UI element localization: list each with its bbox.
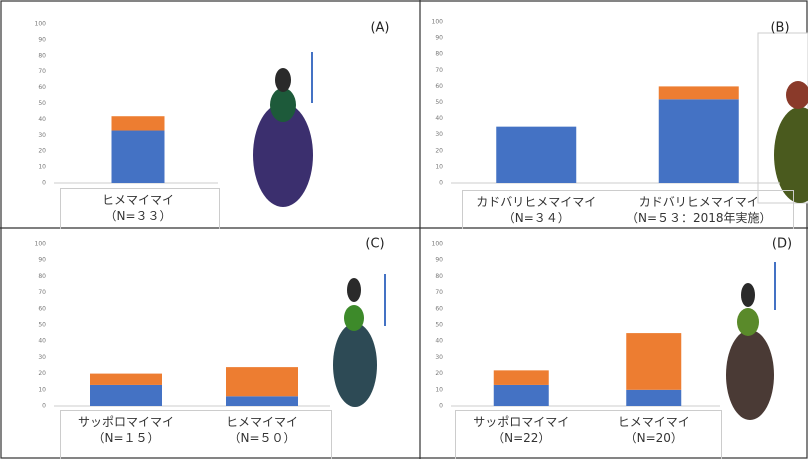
y-tick-label: 90 — [38, 36, 46, 43]
y-tick-label: 20 — [38, 370, 46, 377]
bar-segment — [626, 333, 681, 390]
y-tick-label: 80 — [435, 51, 443, 58]
y-tick-label: 80 — [38, 52, 46, 59]
y-tick-label: 50 — [38, 322, 46, 329]
figure-svg: 0102030405060708090100(A)010203040506070… — [0, 0, 808, 459]
y-tick-label: 10 — [435, 386, 443, 393]
y-tick-label: 50 — [38, 100, 46, 107]
bar-segment — [112, 116, 165, 130]
y-tick-label: 80 — [38, 273, 46, 280]
y-tick-label: 30 — [38, 354, 46, 361]
y-tick-label: 0 — [439, 403, 443, 410]
y-tick-label: 0 — [439, 180, 443, 187]
y-tick-label: 30 — [435, 354, 443, 361]
y-tick-label: 100 — [35, 241, 47, 248]
y-tick-label: 20 — [435, 370, 443, 377]
y-tick-label: 60 — [38, 305, 46, 312]
y-tick-label: 100 — [35, 21, 47, 28]
bar-segment — [90, 385, 162, 406]
x-tick-label: ヒメマイマイ （N=５０） — [226, 414, 298, 446]
y-tick-label: 40 — [435, 338, 443, 345]
y-tick-label: 50 — [435, 99, 443, 106]
panel-label: (D) — [772, 237, 792, 252]
beetle-d — [726, 262, 775, 420]
y-tick-label: 20 — [435, 147, 443, 154]
y-tick-label: 50 — [435, 322, 443, 329]
x-tick-label: ヒメマイマイ （N=20） — [618, 414, 690, 446]
bar-segment — [112, 131, 165, 183]
y-tick-label: 60 — [435, 305, 443, 312]
y-tick-label: 0 — [42, 403, 46, 410]
bar-segment — [494, 370, 549, 385]
y-tick-label: 40 — [38, 116, 46, 123]
y-tick-label: 90 — [38, 257, 46, 264]
bar-segment — [226, 367, 298, 396]
y-tick-label: 70 — [435, 289, 443, 296]
y-tick-label: 70 — [38, 289, 46, 296]
y-tick-label: 90 — [435, 257, 443, 264]
bar-segment — [90, 374, 162, 385]
y-tick-label: 70 — [38, 68, 46, 75]
x-tick-label: カドバリヒメマイマイ （N=３４） — [476, 194, 596, 226]
y-tick-label: 10 — [38, 386, 46, 393]
x-tick-label: サッポロマイマイ （N=22） — [473, 414, 569, 446]
bar-segment — [496, 127, 576, 183]
bar-segment — [659, 99, 739, 183]
beetle-c — [333, 274, 385, 407]
figure: 0102030405060708090100(A)010203040506070… — [0, 0, 808, 459]
beetle-a — [253, 52, 313, 207]
y-tick-label: 10 — [435, 163, 443, 170]
bar-segment — [659, 86, 739, 99]
y-tick-label: 90 — [435, 35, 443, 42]
panel-label: (A) — [370, 21, 389, 36]
bar-segment — [226, 396, 298, 406]
panel-label: (B) — [770, 21, 789, 36]
bar-segment — [626, 390, 681, 406]
y-tick-label: 10 — [38, 164, 46, 171]
y-tick-label: 80 — [435, 273, 443, 280]
y-tick-label: 0 — [42, 180, 46, 187]
y-tick-label: 30 — [435, 131, 443, 138]
x-tick-label: ヒメマイマイ （N=３３） — [102, 192, 174, 224]
y-tick-label: 60 — [38, 84, 46, 91]
x-tick-label: サッポロマイマイ （N=１５） — [78, 414, 174, 446]
y-tick-label: 70 — [435, 67, 443, 74]
y-tick-label: 40 — [38, 338, 46, 345]
y-tick-label: 20 — [38, 148, 46, 155]
y-tick-label: 100 — [432, 19, 444, 26]
y-tick-label: 30 — [38, 132, 46, 139]
y-tick-label: 60 — [435, 83, 443, 90]
y-tick-label: 100 — [432, 241, 444, 248]
bar-segment — [494, 385, 549, 406]
beetle-b — [758, 33, 808, 203]
y-tick-label: 40 — [435, 115, 443, 122]
x-tick-label: カドバリヒメマイマイ （N=５３：2018年実施） — [626, 194, 772, 226]
panel-label: (C) — [365, 237, 384, 252]
